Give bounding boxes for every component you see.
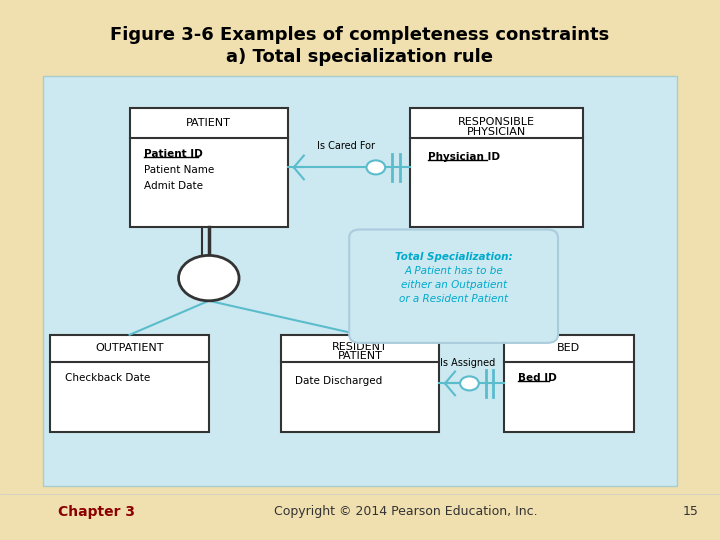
Text: 15: 15 — [683, 505, 698, 518]
Text: Date Discharged: Date Discharged — [295, 376, 382, 386]
FancyBboxPatch shape — [50, 335, 209, 432]
Text: Admit Date: Admit Date — [144, 181, 203, 191]
Text: a) Total specialization rule: a) Total specialization rule — [227, 48, 493, 66]
Circle shape — [460, 376, 479, 390]
Text: OUTPATIENT: OUTPATIENT — [95, 343, 164, 353]
Text: Is Assigned: Is Assigned — [441, 358, 495, 368]
Text: Figure 3-6 Examples of completeness constraints: Figure 3-6 Examples of completeness cons… — [110, 26, 610, 44]
Text: RESIDENT: RESIDENT — [332, 342, 388, 352]
Circle shape — [179, 255, 239, 301]
FancyBboxPatch shape — [130, 108, 288, 227]
FancyBboxPatch shape — [281, 335, 439, 432]
Text: or a Resident Patient: or a Resident Patient — [399, 294, 508, 304]
Circle shape — [366, 160, 385, 174]
Text: PATIENT: PATIENT — [186, 118, 231, 127]
Text: Chapter 3: Chapter 3 — [58, 505, 135, 519]
Text: Is Cared For: Is Cared For — [317, 141, 374, 151]
Text: PHYSICIAN: PHYSICIAN — [467, 127, 526, 137]
Text: Patient Name: Patient Name — [144, 165, 215, 175]
FancyBboxPatch shape — [410, 108, 583, 227]
Text: either an Outpatient: either an Outpatient — [400, 280, 507, 290]
FancyBboxPatch shape — [504, 335, 634, 432]
Text: A Patient has to be: A Patient has to be — [404, 266, 503, 276]
Text: PATIENT: PATIENT — [338, 352, 382, 361]
FancyBboxPatch shape — [43, 76, 677, 486]
Text: BED: BED — [557, 343, 580, 353]
Text: Physician ID: Physician ID — [428, 152, 500, 161]
Text: Total Specialization:: Total Specialization: — [395, 252, 513, 261]
Text: Patient ID: Patient ID — [144, 149, 203, 159]
Text: Copyright © 2014 Pearson Education, Inc.: Copyright © 2014 Pearson Education, Inc. — [274, 505, 537, 518]
FancyBboxPatch shape — [349, 230, 558, 343]
Text: Bed ID: Bed ID — [518, 373, 557, 383]
Text: Checkback Date: Checkback Date — [65, 373, 150, 383]
Text: RESPONSIBLE: RESPONSIBLE — [459, 117, 535, 126]
